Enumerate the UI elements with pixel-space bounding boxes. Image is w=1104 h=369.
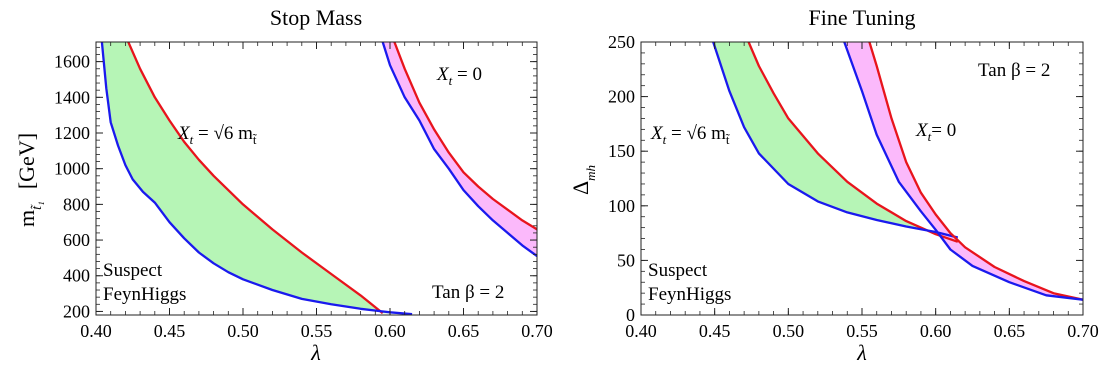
x-tick-label: 0.55 (846, 321, 878, 341)
x-tick-label: 0.70 (1067, 321, 1099, 341)
x-tick-label: 0.45 (154, 321, 186, 341)
axes: 0.40 0.45 0.50 0.55 0.60 0.65 0.70 0 50 100 150 200… (608, 32, 1099, 341)
y-tick-label: 1400 (54, 87, 90, 107)
series-line-suspect-mixed (127, 42, 384, 315)
y-tick-label: 400 (63, 266, 90, 286)
series-line-feynhiggs-mixed (712, 42, 959, 239)
y-tick-label: 0 (626, 305, 635, 325)
y-tick-label: 200 (63, 301, 90, 321)
band-mixed (713, 42, 958, 242)
series-line-feynhiggs-mixed (100, 42, 413, 315)
annotation-tanbeta: Tan β = 2 (432, 282, 504, 303)
x-tick-label: 0.65 (994, 321, 1026, 341)
y-axis-label-main: Δ (568, 181, 593, 195)
series-line-feynhiggs-zero (843, 42, 1083, 301)
annotation-tanbeta: Tan β = 2 (978, 60, 1050, 81)
x-tick-label: 0.65 (448, 321, 480, 341)
axes: 0.40 0.45 0.50 0.55 0.60 0.65 0.70 200 400 600 800… (54, 42, 553, 341)
annotation-band-zero: Xt= 0 (915, 120, 956, 144)
y-axis-label-unit: [GeV] (14, 133, 39, 189)
y-tick-label: 100 (608, 196, 635, 216)
x-tick-label: 0.45 (699, 321, 731, 341)
y-tick-label: 150 (608, 141, 635, 161)
series-line-suspect-zero (868, 42, 1083, 301)
curves (100, 42, 537, 315)
x-tick-label: 0.50 (773, 321, 805, 341)
series-line-suspect-mixed (747, 42, 959, 243)
legend-feynhiggs: FeynHiggs (648, 284, 731, 305)
y-tick-label: 1600 (54, 52, 90, 72)
x-tick-label: 0.40 (625, 321, 657, 341)
series-line-suspect-zero (393, 42, 537, 231)
x-tick-label: 0.55 (301, 321, 333, 341)
bands (101, 42, 537, 315)
x-axis-label: λ (856, 340, 867, 365)
y-axis-label: mt̃₁ [GeV] (14, 133, 45, 227)
y-axis-label: Δmh (568, 165, 598, 195)
svg-text:Δmh: Δmh (568, 165, 598, 195)
x-tick-label: 0.50 (227, 321, 259, 341)
band-zero (844, 42, 1083, 300)
band-mixed (101, 42, 413, 315)
x-tick-label: 0.60 (920, 321, 952, 341)
y-axis-label-sub: t̃₁ (30, 201, 45, 210)
chart-title: Stop Mass (270, 5, 362, 30)
x-axis-label: λ (310, 340, 321, 365)
chart-fine-tuning: Fine Tuning 0.40 0.45 0.50 0.55 0.60 0.65 0.70… (568, 5, 1099, 365)
y-tick-label: 1200 (54, 123, 90, 143)
y-axis-label-sub: mh (583, 165, 598, 181)
x-tick-label: 0.70 (521, 321, 553, 341)
y-tick-label: 50 (617, 250, 635, 270)
y-tick-label: 800 (63, 194, 90, 214)
legend-suspect: Suspect (103, 260, 163, 281)
chart-stop-mass: Stop Mass 0.40 0.45 0.50 0.55 0.60 0.65 0.70 20… (14, 5, 553, 365)
legend-suspect: Suspect (648, 260, 708, 281)
x-tick-label: 0.60 (374, 321, 406, 341)
series-line-feynhiggs-zero (381, 42, 537, 258)
band-zero (382, 42, 537, 257)
curves (712, 42, 1083, 301)
svg-text:mt̃₁[GeV]: mt̃₁ [GeV] (14, 133, 45, 227)
y-tick-label: 1000 (54, 159, 90, 179)
bands (713, 42, 1083, 300)
legend-feynhiggs: FeynHiggs (103, 284, 186, 305)
annotation-band-mixed: Xt = √6 mt̃ (650, 123, 731, 147)
y-tick-label: 200 (608, 87, 635, 107)
y-tick-label: 250 (608, 32, 635, 52)
y-tick-label: 600 (63, 230, 90, 250)
chart-title: Fine Tuning (809, 5, 916, 30)
annotation-band-mixed: Xt = √6 mt̃ (177, 123, 258, 147)
y-axis-label-main: m (14, 210, 39, 227)
annotation-band-zero: Xt = 0 (436, 64, 482, 88)
x-tick-label: 0.40 (80, 321, 112, 341)
